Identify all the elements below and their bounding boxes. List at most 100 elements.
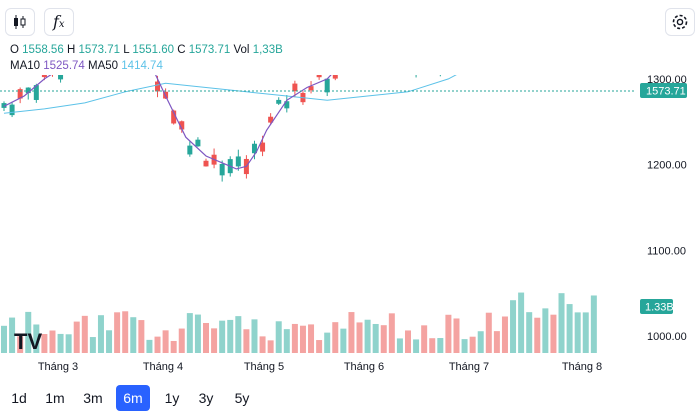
range-button-5y[interactable]: 5y bbox=[234, 390, 250, 406]
candlesticks bbox=[1, 75, 441, 182]
volume-bar bbox=[558, 293, 565, 353]
volume-bar bbox=[445, 314, 452, 353]
volume-bar bbox=[582, 312, 589, 353]
indicators-button[interactable]: fx bbox=[44, 8, 74, 36]
x-tick-label: Tháng 4 bbox=[143, 361, 183, 373]
candle-body bbox=[276, 99, 282, 104]
volume-bar bbox=[130, 317, 137, 353]
volume-bar bbox=[324, 332, 331, 353]
volume-bar bbox=[340, 328, 347, 353]
candle-body bbox=[41, 75, 47, 78]
ma-legend: MA10 1525.74 MA50 1414.74 bbox=[10, 60, 163, 72]
volume-bar bbox=[421, 325, 428, 353]
candle-body bbox=[25, 87, 31, 94]
candle-body bbox=[17, 89, 23, 99]
range-button-1d[interactable]: 1d bbox=[11, 390, 27, 406]
volume-bar bbox=[1, 325, 7, 353]
close-value: 1573.71 bbox=[188, 44, 231, 56]
candle-body bbox=[58, 75, 64, 80]
volume-bar bbox=[106, 330, 113, 353]
volume-bar bbox=[485, 312, 492, 353]
volume-bar bbox=[308, 324, 315, 353]
candle-body bbox=[260, 142, 266, 152]
x-tick-label: Tháng 8 bbox=[562, 361, 602, 373]
volume-bar bbox=[25, 311, 32, 353]
range-button-1m[interactable]: 1m bbox=[45, 390, 65, 406]
tradingview-logo-text: TV bbox=[14, 329, 42, 354]
volume-bar bbox=[493, 331, 500, 353]
x-tick-label: Tháng 6 bbox=[344, 361, 384, 373]
volume-bar bbox=[396, 338, 403, 353]
volume-bar bbox=[89, 337, 96, 353]
candle-body bbox=[155, 81, 161, 92]
y-tick-label: 1300.00 bbox=[647, 75, 687, 86]
volume-bar bbox=[235, 316, 242, 353]
fx-sub: x bbox=[58, 19, 65, 30]
volume-bar bbox=[97, 315, 104, 353]
y-tick-label: 1100.00 bbox=[647, 245, 686, 257]
volume-bar bbox=[477, 331, 484, 353]
volume-bar bbox=[316, 340, 323, 353]
price-chart[interactable]: 1000.001100.001200.001300.001400.001500.… bbox=[0, 75, 700, 380]
range-button-3m[interactable]: 3m bbox=[83, 390, 103, 406]
x-tick-label: Tháng 5 bbox=[244, 361, 284, 373]
candle-body bbox=[251, 143, 257, 154]
candle-body bbox=[9, 104, 15, 116]
volume-bar bbox=[526, 312, 533, 353]
volume-bar bbox=[178, 328, 185, 353]
volume-bar bbox=[461, 339, 468, 353]
candle-body bbox=[219, 163, 225, 176]
volume-bar bbox=[33, 324, 40, 353]
volume-bar bbox=[542, 308, 549, 353]
volume-bar bbox=[356, 322, 363, 353]
candle-body bbox=[316, 75, 322, 78]
x-tick-label: Tháng 7 bbox=[449, 361, 489, 373]
volume-bar bbox=[57, 333, 64, 353]
time-axis: Tháng 3 Tháng 4 Tháng 5 Tháng 6 Tháng 7 Tháng… bbox=[38, 361, 602, 373]
volume-label: Vol bbox=[233, 44, 250, 56]
range-button-6m[interactable]: 6m bbox=[116, 385, 150, 411]
volume-bar bbox=[267, 340, 274, 353]
candle-body bbox=[187, 145, 193, 155]
chart-type-button[interactable] bbox=[5, 8, 35, 36]
last-volume-badge-text: 1.33B bbox=[645, 302, 674, 314]
open-value: 1558.56 bbox=[22, 44, 64, 56]
volume-bar bbox=[275, 321, 282, 353]
range-button-1y[interactable]: 1y bbox=[164, 390, 180, 406]
price-axis: 1000.001100.001200.001300.001400.001500.… bbox=[647, 75, 687, 343]
volume-bar bbox=[566, 304, 573, 353]
volume-bar bbox=[49, 330, 56, 353]
volume-bar bbox=[372, 323, 379, 353]
volume-bar bbox=[405, 330, 411, 353]
volume-bar bbox=[162, 330, 169, 353]
volume-bar bbox=[388, 313, 395, 353]
candle-body bbox=[268, 116, 274, 123]
volume-bar bbox=[154, 336, 161, 353]
range-button-3y[interactable]: 3y bbox=[198, 390, 214, 406]
volume-bar bbox=[146, 339, 153, 353]
volume-bars bbox=[1, 292, 597, 353]
volume-bar bbox=[219, 320, 226, 353]
volume-bar bbox=[41, 334, 48, 353]
volume-bar bbox=[380, 325, 387, 353]
close-label: C bbox=[177, 44, 186, 56]
volume-bar bbox=[243, 329, 250, 353]
ma10-label: MA10 bbox=[10, 60, 41, 72]
volume-bar bbox=[259, 336, 266, 353]
settings-button[interactable] bbox=[665, 8, 695, 36]
high-value: 1573.71 bbox=[78, 44, 121, 56]
volume-bar bbox=[65, 334, 72, 353]
volume-bar bbox=[138, 320, 145, 353]
volume-bar bbox=[194, 314, 201, 353]
ma50-label: MA50 bbox=[88, 60, 119, 72]
candle-body bbox=[195, 139, 201, 147]
volume-bar bbox=[413, 339, 420, 353]
volume-bar bbox=[114, 312, 121, 353]
volume-bar bbox=[348, 312, 355, 353]
function-icon: fx bbox=[53, 12, 65, 31]
ma10-line bbox=[3, 75, 332, 170]
volume-bar bbox=[211, 328, 218, 353]
volume-bar bbox=[186, 313, 193, 353]
volume-bar bbox=[17, 336, 24, 353]
volume-bar bbox=[469, 336, 476, 353]
